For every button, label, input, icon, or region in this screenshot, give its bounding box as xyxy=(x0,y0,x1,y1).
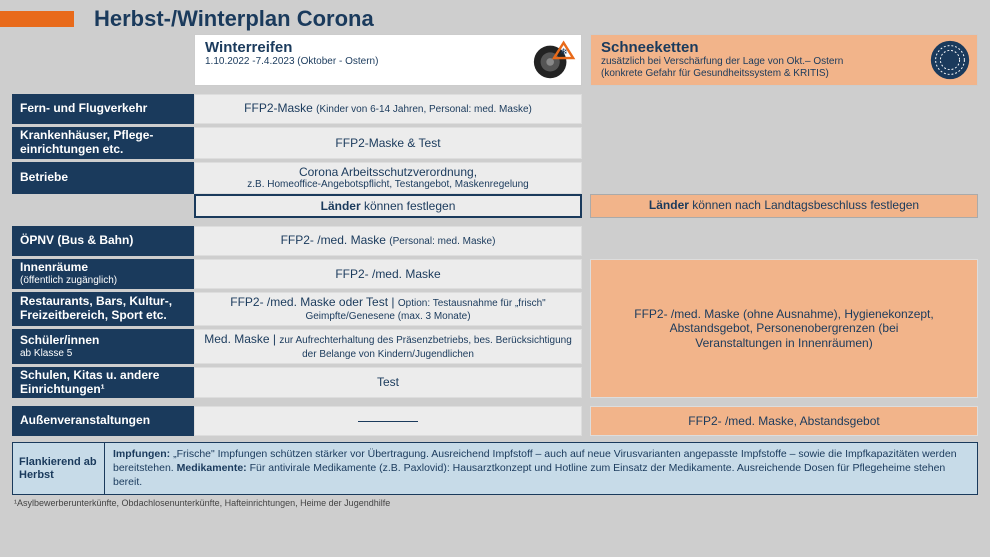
footnote: ¹Asylbewerberunterkünfte, Obdachlosenunt… xyxy=(0,495,990,511)
svg-text:❄: ❄ xyxy=(560,47,568,58)
main-grid: Winterreifen 1.10.2022 -7.4.2023 (Oktobe… xyxy=(0,34,990,436)
footer-head: Flankierend ab Herbst xyxy=(13,443,105,494)
title-bar: Herbst-/Winterplan Corona xyxy=(0,0,990,34)
footer-box: Flankierend ab Herbst Impfungen: „Frisch… xyxy=(12,442,978,495)
cell-r2-c1: FFP2-Maske & Test xyxy=(194,127,582,159)
cell-block2b: FFP2- /med. Maske, Abstandsgebot xyxy=(590,406,978,436)
col2-sub1: zusätzlich bei Verschärfung der Lage von… xyxy=(601,56,967,68)
cell-block2a: FFP2- /med. Maske (ohne Ausnahme), Hygie… xyxy=(590,259,978,398)
row-krankenhaeuser: Krankenhäuser, Pflege-einrichtungen etc. xyxy=(12,127,194,159)
col1-title: Winterreifen xyxy=(205,39,571,56)
footer-text: Impfungen: „Frische" Impfungen schützen … xyxy=(105,443,977,494)
row-restaurants: Restaurants, Bars, Kultur-, Freizeitbere… xyxy=(12,292,194,326)
row-betriebe: Betriebe xyxy=(12,162,194,194)
cell-r3-c1: Corona Arbeitsschutzverordnung,z.B. Home… xyxy=(194,162,582,194)
cell-r4-c1: FFP2- /med. Maske (Personal: med. Maske) xyxy=(194,226,582,256)
cell-r8-c1: Test xyxy=(194,367,582,399)
row-innenraeume: Innenräume(öffentlich zugänglich) xyxy=(12,259,194,289)
dash-none xyxy=(358,421,418,422)
col-schneeketten: Schneeketten zusätzlich bei Verschärfung… xyxy=(590,34,978,86)
section-label-laender1: Länder können festlegen xyxy=(194,194,582,218)
col-winterreifen: Winterreifen 1.10.2022 -7.4.2023 (Oktobe… xyxy=(194,34,582,86)
section-label-laender2: Länder können nach Landtagsbeschluss fes… xyxy=(590,194,978,218)
col2-sub2: (konkrete Gefahr für Gesundheitssystem &… xyxy=(601,68,967,80)
chain-tire-icon xyxy=(927,37,973,83)
row-schulen: Schulen, Kitas u. andere Einrichtungen¹ xyxy=(12,367,194,399)
cell-r6-c1: FFP2- /med. Maske oder Test | Option: Te… xyxy=(194,292,582,326)
row-aussen: Außenveranstaltungen xyxy=(12,406,194,436)
orange-accent xyxy=(0,11,74,27)
tire-icon: ❄ xyxy=(531,37,577,83)
page-title: Herbst-/Winterplan Corona xyxy=(94,6,374,32)
cell-r7-c1: Med. Maske | zur Aufrechterhaltung des P… xyxy=(194,329,582,363)
row-fernverkehr: Fern- und Flugverkehr xyxy=(12,94,194,124)
cell-r9-c1 xyxy=(194,406,582,436)
col1-sub: 1.10.2022 -7.4.2023 (Oktober - Ostern) xyxy=(205,56,571,68)
row-oepnv: ÖPNV (Bus & Bahn) xyxy=(12,226,194,256)
col2-title: Schneeketten xyxy=(601,39,967,56)
cell-r1-c1: FFP2-Maske (Kinder von 6-14 Jahren, Pers… xyxy=(194,94,582,124)
cell-r5-c1: FFP2- /med. Maske xyxy=(194,259,582,289)
row-schueler: Schüler/innenab Klasse 5 xyxy=(12,329,194,363)
